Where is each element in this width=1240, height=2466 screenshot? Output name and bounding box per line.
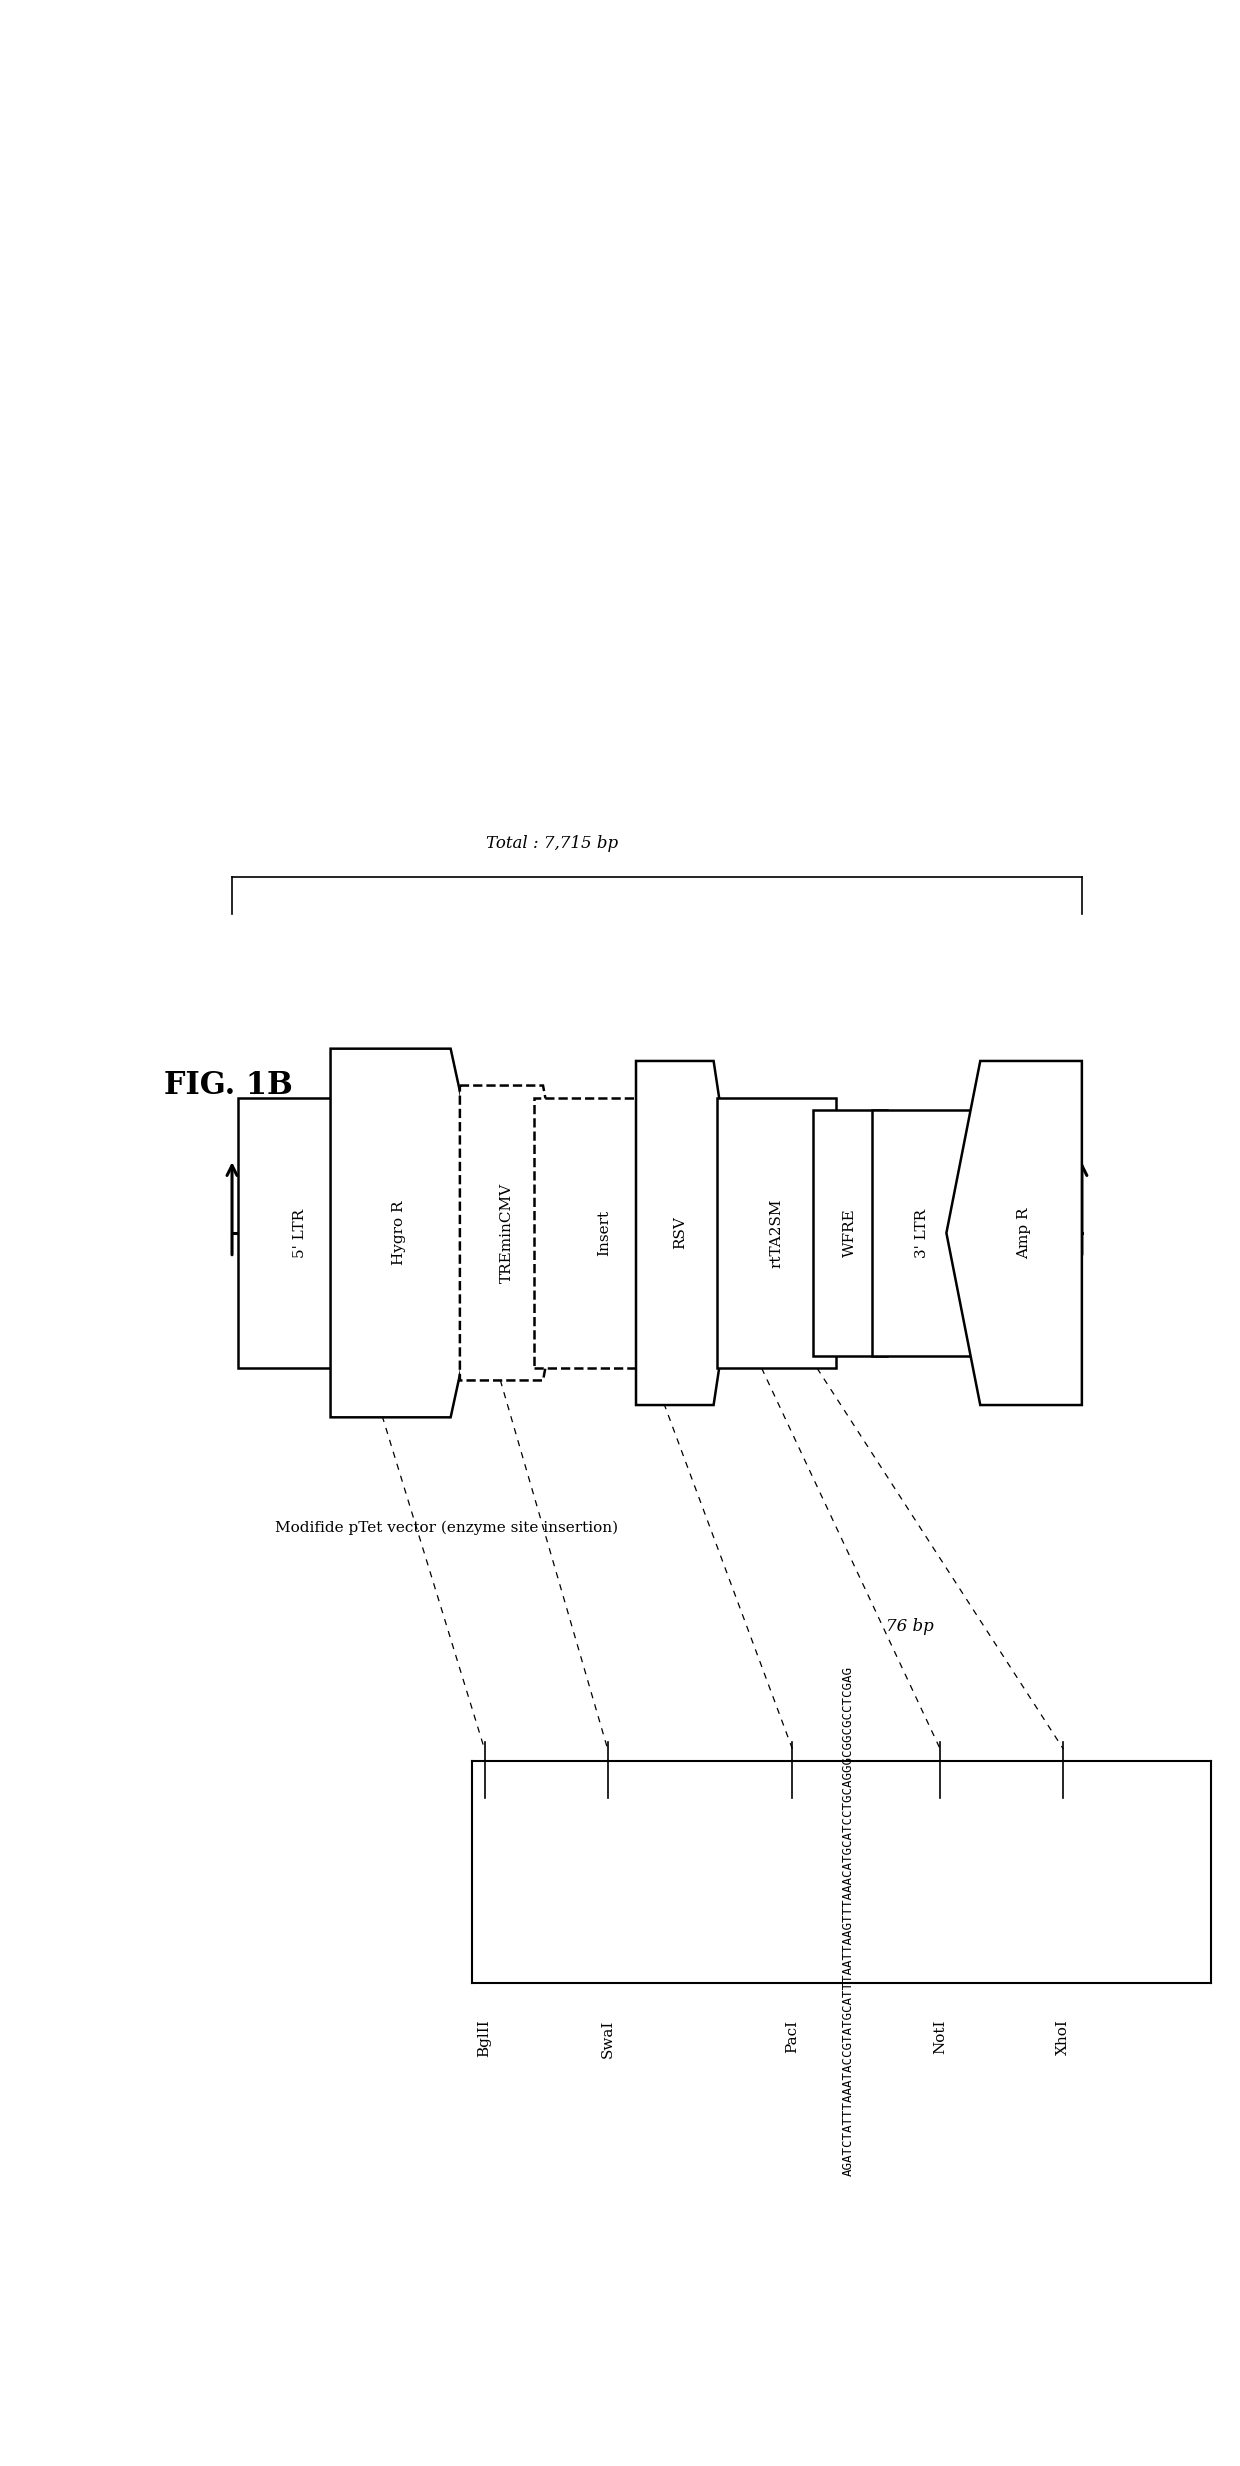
FancyBboxPatch shape — [813, 1110, 888, 1356]
Text: TREminCMV: TREminCMV — [500, 1184, 515, 1282]
Text: 5' LTR: 5' LTR — [293, 1208, 306, 1258]
Text: WFRE: WFRE — [843, 1208, 857, 1258]
Text: Total : 7,715 bp: Total : 7,715 bp — [486, 836, 619, 853]
Text: Amp R: Amp R — [1017, 1208, 1032, 1258]
Polygon shape — [636, 1060, 739, 1406]
Polygon shape — [331, 1048, 491, 1418]
Text: Insert: Insert — [596, 1211, 611, 1255]
Text: XhoI: XhoI — [1056, 2020, 1070, 2054]
FancyBboxPatch shape — [873, 1110, 971, 1356]
Text: AGATCTATTTAAATACCGTATGCATTTAATTAAGTTTAAACATGCATCCTGCAGGGCGGCGCCTCGAG: AGATCTATTTAAATACCGTATGCATTTAATTAAGTTTAAA… — [842, 1667, 854, 2175]
Text: 76 bp: 76 bp — [885, 1618, 934, 1635]
Text: BglII: BglII — [477, 2020, 491, 2057]
Text: 3' LTR: 3' LTR — [915, 1208, 929, 1258]
Text: rtTA2SM: rtTA2SM — [770, 1198, 784, 1268]
FancyBboxPatch shape — [238, 1097, 361, 1369]
Polygon shape — [946, 1060, 1081, 1406]
Text: FIG. 1B: FIG. 1B — [164, 1070, 293, 1100]
Text: RSV: RSV — [673, 1216, 687, 1250]
Text: Hygro R: Hygro R — [392, 1201, 405, 1265]
Text: SwaI: SwaI — [600, 2020, 615, 2057]
Polygon shape — [460, 1085, 570, 1381]
FancyBboxPatch shape — [717, 1097, 836, 1369]
Text: Modifide pTet vector (enzyme site insertion): Modifide pTet vector (enzyme site insert… — [275, 1522, 619, 1536]
Text: PacI: PacI — [785, 2020, 800, 2052]
FancyBboxPatch shape — [533, 1097, 675, 1369]
Text: NotI: NotI — [934, 2020, 947, 2054]
